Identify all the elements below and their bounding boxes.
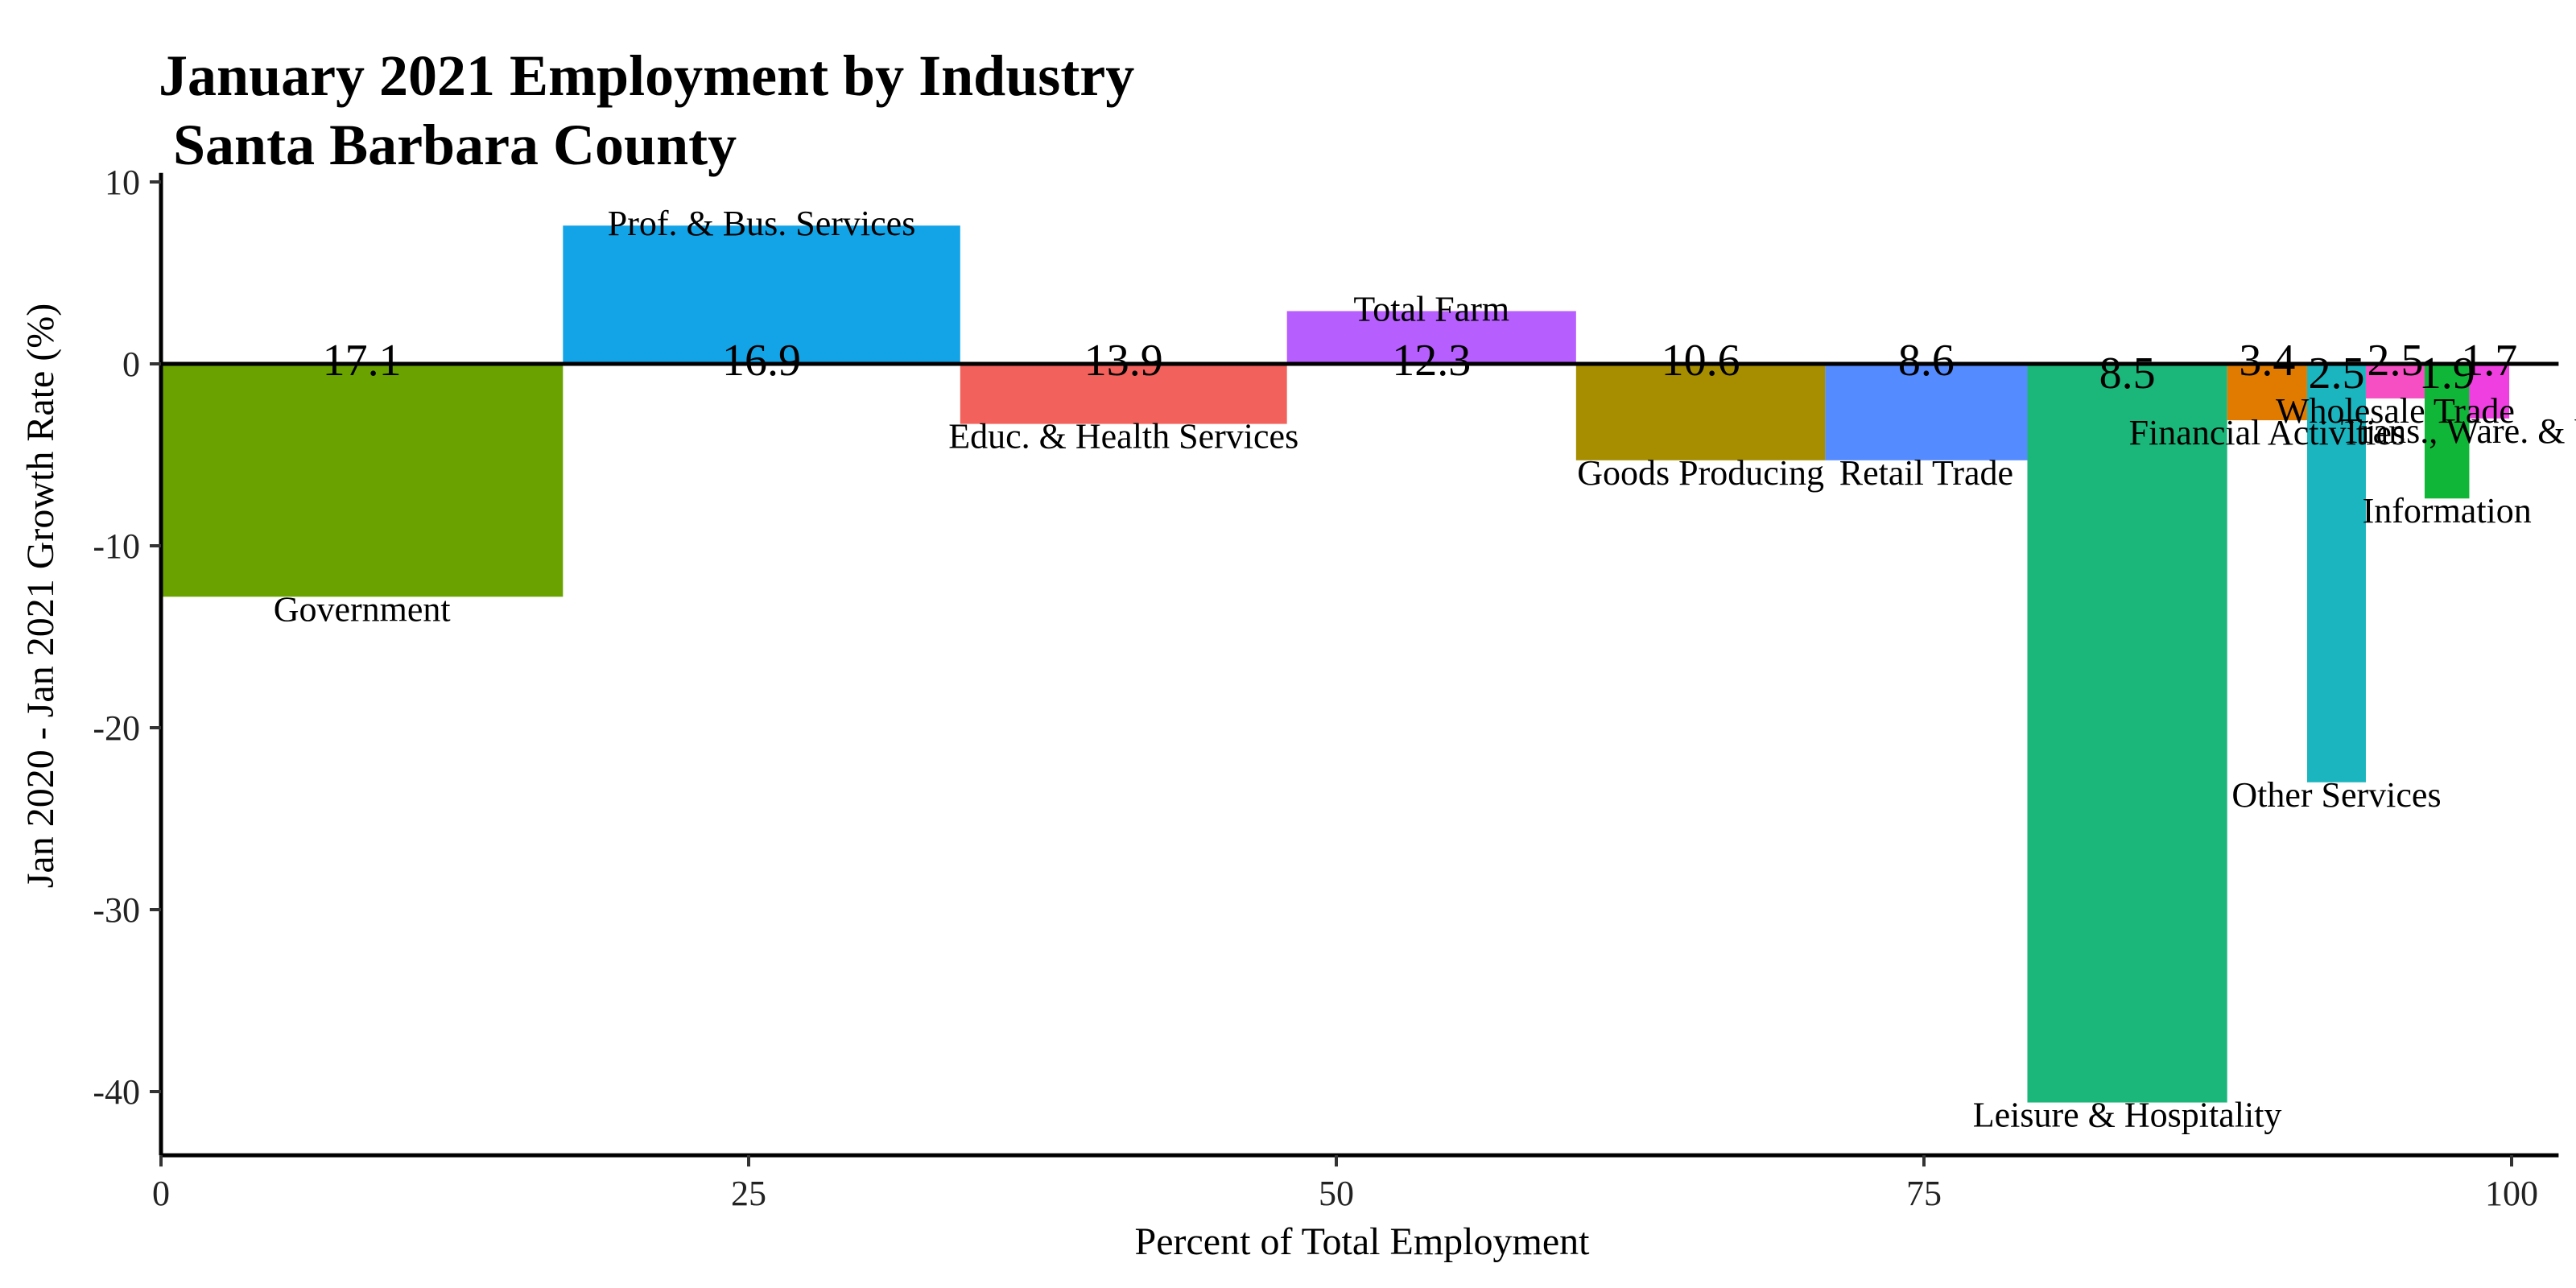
- labels-layer: 17.1 16.9 13.9 12.3 10.6 8.6 8.5 3.4 2.5 2.51.91.…: [274, 204, 2576, 1134]
- bar-trans-ware-util: [2469, 364, 2510, 419]
- bar-retail-trade: [1825, 364, 2028, 460]
- bar-information: [2424, 364, 2470, 499]
- share-label-wholesale-trade: 2.5: [2367, 336, 2423, 386]
- bars-layer: [161, 225, 2510, 1103]
- bar-total-farm: [1286, 311, 1576, 364]
- industry-label-leisure-hospitality: Leisure & Hospitality: [1973, 1096, 2282, 1135]
- industry-label-trans-ware-util: Trans., Ware. & Util.: [2341, 411, 2576, 451]
- y-tick-label: -10: [93, 526, 140, 566]
- bar-financial-activities: [2227, 364, 2307, 421]
- bar-goods-producing: [1575, 364, 1826, 460]
- x-tick-label: 25: [731, 1174, 766, 1213]
- industry-label-prof-bus-services: Prof. & Bus. Services: [608, 204, 916, 243]
- industry-label-total-farm: Total Farm: [1353, 289, 1509, 328]
- industry-label-information: Information: [2363, 491, 2532, 530]
- industry-label-financial-activities: Financial Activities: [2129, 413, 2405, 452]
- y-tick-label: -30: [93, 890, 140, 930]
- y-tick-label: -20: [93, 708, 140, 748]
- industry-label-government: Government: [274, 589, 451, 629]
- bar-government: [161, 364, 564, 597]
- industry-label-wholesale-trade: Wholesale Trade: [2276, 391, 2515, 431]
- share-label-other-services: 2.5: [2308, 349, 2364, 398]
- bar-educ-health-services: [960, 364, 1287, 424]
- x-tick-label: 50: [1319, 1174, 1354, 1213]
- x-axis-title: Percent of Total Employment: [1135, 1220, 1591, 1263]
- y-tick-label: 0: [122, 345, 140, 384]
- chart-title-line-2: Santa Barbara County: [159, 113, 737, 177]
- x-tick-label: 0: [152, 1174, 170, 1213]
- share-label-trans-ware-util: 1.7: [2461, 336, 2517, 386]
- industry-label-educ-health-services: Educ. & Health Services: [948, 417, 1298, 456]
- y-tick-label: 10: [105, 163, 140, 202]
- industry-label-other-services: Other Services: [2231, 775, 2441, 815]
- share-label-educ-health-services: 13.9: [1084, 336, 1163, 386]
- share-label-financial-activities: 3.4: [2239, 336, 2295, 386]
- industry-label-retail-trade: Retail Trade: [1839, 453, 2013, 493]
- share-label-prof-bus-services: 16.9: [722, 336, 801, 386]
- bar-other-services: [2306, 364, 2366, 782]
- y-axis-title: Jan 2020 - Jan 2021 Growth Rate (%): [19, 303, 62, 889]
- y-tick-label: -40: [93, 1072, 140, 1112]
- share-label-retail-trade: 8.6: [1898, 336, 1955, 386]
- share-label-information: 1.9: [2419, 349, 2475, 398]
- bar-prof-bus-services: [563, 225, 960, 364]
- share-label-total-farm: 12.3: [1392, 336, 1471, 386]
- chart-title-line-1: January 2021 Employment by Industry: [159, 43, 1134, 108]
- share-label-government: 17.1: [323, 336, 402, 386]
- x-tick-label: 75: [1906, 1174, 1942, 1213]
- bar-wholesale-trade: [2365, 364, 2425, 398]
- x-tick-label: 100: [2485, 1174, 2538, 1213]
- share-label-leisure-hospitality: 8.5: [2099, 349, 2156, 398]
- share-label-goods-producing: 10.6: [1662, 336, 1740, 386]
- bar-leisure-hospitality: [2027, 364, 2227, 1103]
- industry-label-goods-producing: Goods Producing: [1577, 453, 1824, 493]
